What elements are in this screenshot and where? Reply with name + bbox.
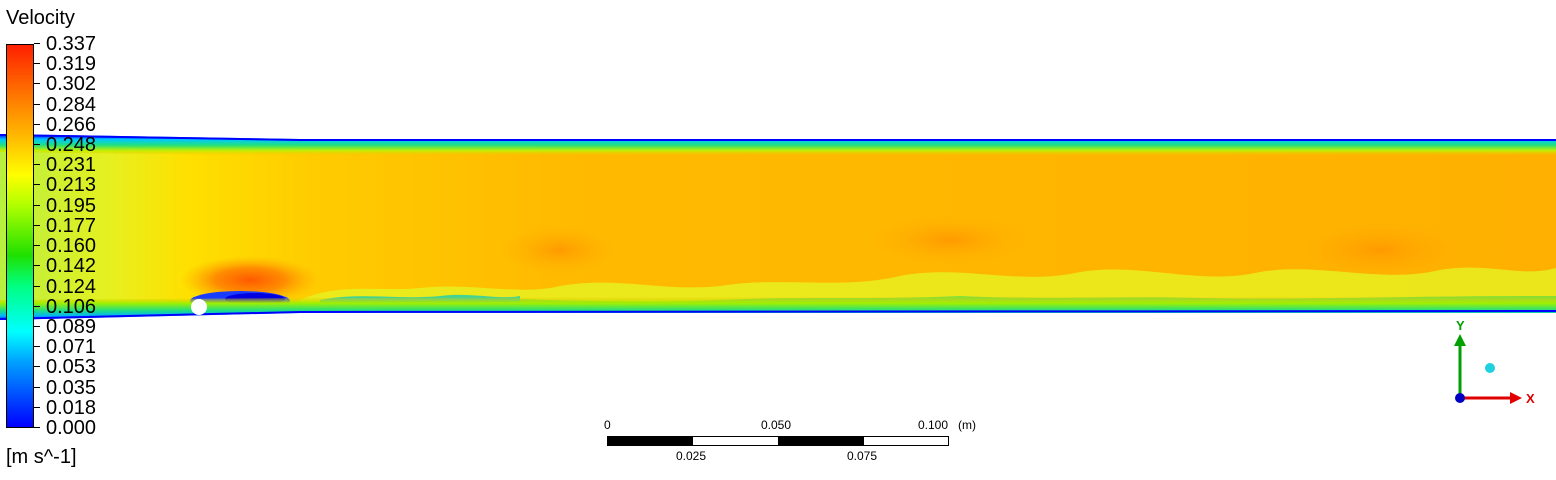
scale-segment bbox=[692, 436, 779, 446]
colorbar-tick-mark bbox=[34, 325, 40, 327]
colorbar-tick-label: 0.266 bbox=[46, 113, 97, 136]
colorbar-tick-label: 0.142 bbox=[46, 255, 97, 278]
scale-label-0: 0 bbox=[604, 418, 611, 432]
top-wall-boundary bbox=[0, 134, 1556, 156]
colorbar-tick-label: 0.018 bbox=[46, 396, 97, 419]
colorbar-tick-label: 0.160 bbox=[46, 235, 97, 258]
channel-domain bbox=[0, 136, 1556, 318]
colorbar-tick: 0.319 bbox=[34, 53, 154, 76]
axes-triad: Y X bbox=[1454, 318, 1535, 406]
colorbar-tick: 0.000 bbox=[34, 417, 154, 439]
x-axis-label: X bbox=[1526, 391, 1535, 406]
high-velocity-region bbox=[180, 256, 320, 304]
scale-label-0-025: 0.025 bbox=[676, 449, 707, 463]
colorbar-tick-label: 0.213 bbox=[46, 174, 97, 197]
flow-region bbox=[1290, 220, 1470, 280]
colorbar-tick: 0.142 bbox=[34, 255, 154, 278]
colorbar-tick: 0.213 bbox=[34, 174, 154, 197]
scale-segment bbox=[607, 436, 693, 446]
colorbar-tick-mark bbox=[34, 144, 40, 146]
colorbar-tick-mark bbox=[34, 386, 40, 388]
colorbar-tick-label: 0.053 bbox=[46, 356, 97, 379]
colorbar-tick-mark bbox=[34, 265, 40, 267]
colorbar-tick-label: 0.302 bbox=[46, 73, 97, 96]
colorbar-tick-mark bbox=[34, 305, 40, 307]
colorbar-tick-label: 0.071 bbox=[46, 336, 97, 359]
colorbar-tick: 0.035 bbox=[34, 376, 154, 399]
flow-region bbox=[500, 225, 620, 275]
legend-title: Velocity bbox=[6, 7, 75, 29]
scale-segment bbox=[863, 436, 949, 446]
colorbar-tick-mark bbox=[34, 83, 40, 85]
colorbar-tick-mark bbox=[34, 366, 40, 368]
colorbar-tick-label: 0.319 bbox=[46, 53, 97, 76]
colorbar-tick: 0.160 bbox=[34, 235, 154, 258]
y-axis-arrowhead bbox=[1454, 334, 1466, 346]
colorbar-tick: 0.337 bbox=[34, 33, 154, 55]
colorbar-tick-label: 0.231 bbox=[46, 154, 97, 177]
scale-bar: 0 0.050 0.100 (m) 0.025 0.075 bbox=[540, 414, 1000, 463]
colorbar-tick: 0.177 bbox=[34, 214, 154, 237]
obstacle-cylinder bbox=[191, 299, 207, 315]
colorbar-tick: 0.302 bbox=[34, 73, 154, 96]
scale-label-0-075: 0.075 bbox=[847, 449, 878, 463]
colorbar-tick-mark bbox=[34, 123, 40, 125]
colorbar-ticks: 0.337 0.319 0.302 0.284 0.266 0.248 0.231 0.213… bbox=[34, 33, 154, 439]
colorbar-tick: 0.018 bbox=[34, 396, 154, 419]
colorbar-tick-label: 0.248 bbox=[46, 134, 97, 157]
colorbar-tick-mark bbox=[34, 164, 40, 166]
colorbar-tick-label: 0.035 bbox=[46, 376, 97, 399]
colorbar-tick: 0.053 bbox=[34, 356, 154, 379]
colorbar-tick-mark bbox=[34, 184, 40, 186]
colorbar-tick-mark bbox=[34, 63, 40, 65]
colorbar-tick-mark bbox=[34, 427, 40, 428]
bottom-wall bbox=[299, 310, 1556, 313]
scale-label-0-050: 0.050 bbox=[761, 418, 792, 432]
colorbar-tick-mark bbox=[34, 43, 40, 44]
colorbar-tick-label: 0.106 bbox=[46, 295, 97, 318]
colorbar-tick-mark bbox=[34, 285, 40, 287]
colorbar-tick-mark bbox=[34, 245, 40, 247]
bottom-wall-boundary bbox=[0, 296, 1556, 320]
colorbar-tick: 0.195 bbox=[34, 194, 154, 217]
colorbar-tick-label: 0.089 bbox=[46, 315, 97, 338]
colorbar-tick: 0.248 bbox=[34, 134, 154, 157]
bottom-wall bbox=[0, 311, 301, 320]
colorbar-tick-label: 0.177 bbox=[46, 214, 97, 237]
colorbar-tick: 0.106 bbox=[34, 295, 154, 318]
colorbar-tick-label: 0.195 bbox=[46, 194, 97, 217]
colorbar-tick-mark bbox=[34, 346, 40, 348]
x-axis-arrowhead bbox=[1510, 392, 1522, 404]
scale-segment bbox=[778, 436, 864, 446]
colorbar-tick: 0.231 bbox=[34, 154, 154, 177]
z-axis-dot bbox=[1455, 393, 1465, 403]
scale-unit: (m) bbox=[958, 418, 976, 432]
view-ball bbox=[1485, 363, 1495, 373]
colorbar-tick-label: 0.124 bbox=[46, 275, 97, 298]
colorbar-tick: 0.284 bbox=[34, 93, 154, 116]
colorbar-tick-mark bbox=[34, 204, 40, 206]
colorbar-tick: 0.089 bbox=[34, 315, 154, 338]
colorbar-tick-label: 0.284 bbox=[46, 93, 97, 116]
colorbar-tick: 0.266 bbox=[34, 113, 154, 136]
scale-label-0-100: 0.100 bbox=[918, 418, 949, 432]
colorbar-tick-mark bbox=[34, 103, 40, 105]
colorbar bbox=[6, 44, 34, 428]
legend-units: [m s^-1] bbox=[6, 446, 77, 468]
colorbar-tick-mark bbox=[34, 224, 40, 226]
colorbar-tick-label: 0.000 bbox=[46, 417, 97, 439]
colorbar-tick-mark bbox=[34, 406, 40, 408]
colorbar-tick-label: 0.337 bbox=[46, 33, 97, 55]
colorbar-tick: 0.071 bbox=[34, 336, 154, 359]
colorbar-tick: 0.124 bbox=[34, 275, 154, 298]
y-axis-label: Y bbox=[1456, 318, 1465, 333]
top-wall bbox=[0, 134, 301, 141]
flow-region bbox=[870, 215, 1030, 265]
